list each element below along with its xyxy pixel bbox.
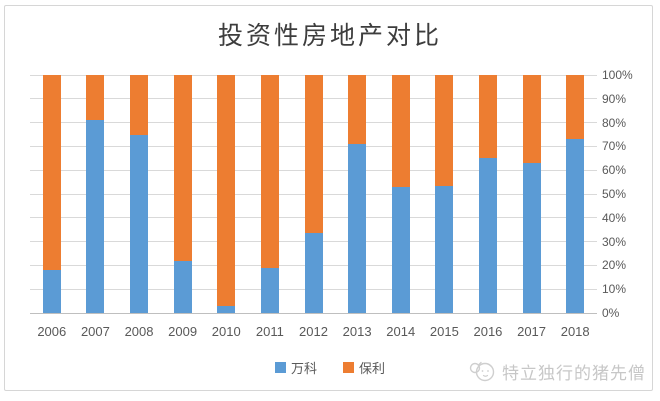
pig-face-icon bbox=[468, 359, 496, 383]
x-tick-label-2014: 2014 bbox=[386, 324, 416, 339]
bar-baoli-2007 bbox=[86, 75, 105, 121]
bar-baoli-2015 bbox=[435, 75, 454, 186]
bar-baoli-2017 bbox=[522, 75, 541, 164]
x-tick-label-2011: 2011 bbox=[255, 324, 284, 339]
bar-baoli-2018 bbox=[566, 75, 585, 140]
bar-baoli-2010 bbox=[217, 75, 236, 306]
bar-baoli-2014 bbox=[391, 75, 410, 187]
y-tick-label-50: 50% bbox=[602, 187, 627, 201]
x-tick-label-2015: 2015 bbox=[429, 324, 459, 339]
bar-wanke-2009 bbox=[173, 260, 192, 313]
chart-title: 投资性房地产对比 bbox=[217, 23, 442, 50]
plot-area bbox=[30, 74, 597, 314]
x-tick-label-2013: 2013 bbox=[342, 324, 372, 339]
gridline-100 bbox=[30, 74, 597, 76]
legend-item-baoli: 保利 bbox=[343, 358, 385, 377]
chart-card bbox=[4, 5, 653, 391]
bar-wanke-2016 bbox=[478, 158, 497, 313]
legend: 万科 保利 bbox=[0, 358, 660, 377]
bar-baoli-2009 bbox=[173, 75, 192, 261]
x-tick-label-2017: 2017 bbox=[517, 324, 547, 339]
x-tick-label-2009: 2009 bbox=[168, 324, 198, 339]
x-tick-label-2010: 2010 bbox=[211, 324, 241, 339]
bar-wanke-2018 bbox=[566, 139, 585, 313]
bar-baoli-2011 bbox=[260, 75, 279, 268]
x-tick-label-2007: 2007 bbox=[80, 324, 110, 339]
x-tick-label-2006: 2006 bbox=[37, 324, 67, 339]
bar-wanke-2008 bbox=[130, 134, 149, 313]
bar-wanke-2006 bbox=[42, 270, 61, 313]
bar-baoli-2012 bbox=[304, 75, 323, 234]
x-tick-label-2012: 2012 bbox=[299, 324, 328, 339]
bar-wanke-2013 bbox=[348, 144, 367, 313]
legend-label-baoli: 保利 bbox=[359, 361, 386, 376]
bar-wanke-2007 bbox=[86, 120, 105, 313]
watermark-text: 特立独行的猪先僧 bbox=[502, 363, 646, 383]
bar-baoli-2013 bbox=[348, 75, 367, 145]
legend-swatch-wanke bbox=[274, 362, 286, 373]
legend-item-wanke: 万科 bbox=[274, 358, 317, 377]
y-tick-label-30: 30% bbox=[602, 234, 627, 249]
bar-wanke-2011 bbox=[260, 267, 279, 313]
y-tick-label-0: 0% bbox=[602, 306, 620, 320]
y-tick-label-60: 60% bbox=[602, 163, 627, 178]
bar-baoli-2016 bbox=[478, 75, 497, 159]
x-tick-label-2008: 2008 bbox=[124, 324, 154, 339]
bar-baoli-2008 bbox=[130, 75, 149, 135]
legend-swatch-baoli bbox=[343, 362, 354, 373]
y-tick-label-80: 80% bbox=[602, 115, 627, 130]
legend-label-wanke: 万科 bbox=[290, 361, 317, 376]
y-tick-label-70: 70% bbox=[602, 139, 627, 154]
watermark: 特立独行的猪先僧 bbox=[468, 358, 646, 384]
bar-wanke-2012 bbox=[304, 233, 323, 313]
y-tick-label-20: 20% bbox=[602, 258, 627, 273]
bar-wanke-2010 bbox=[217, 305, 236, 313]
y-tick-label-40: 40% bbox=[602, 210, 627, 225]
y-tick-label-10: 10% bbox=[602, 282, 627, 297]
y-tick-label-90: 90% bbox=[602, 91, 627, 106]
bar-wanke-2014 bbox=[391, 186, 410, 313]
bar-baoli-2006 bbox=[42, 75, 61, 271]
gridline-0 bbox=[30, 312, 597, 314]
bar-wanke-2015 bbox=[435, 185, 454, 313]
x-tick-label-2018: 2018 bbox=[560, 324, 590, 339]
x-tick-label-2016: 2016 bbox=[473, 324, 503, 339]
y-tick-label-100: 100% bbox=[602, 68, 633, 82]
bar-wanke-2017 bbox=[522, 163, 541, 313]
